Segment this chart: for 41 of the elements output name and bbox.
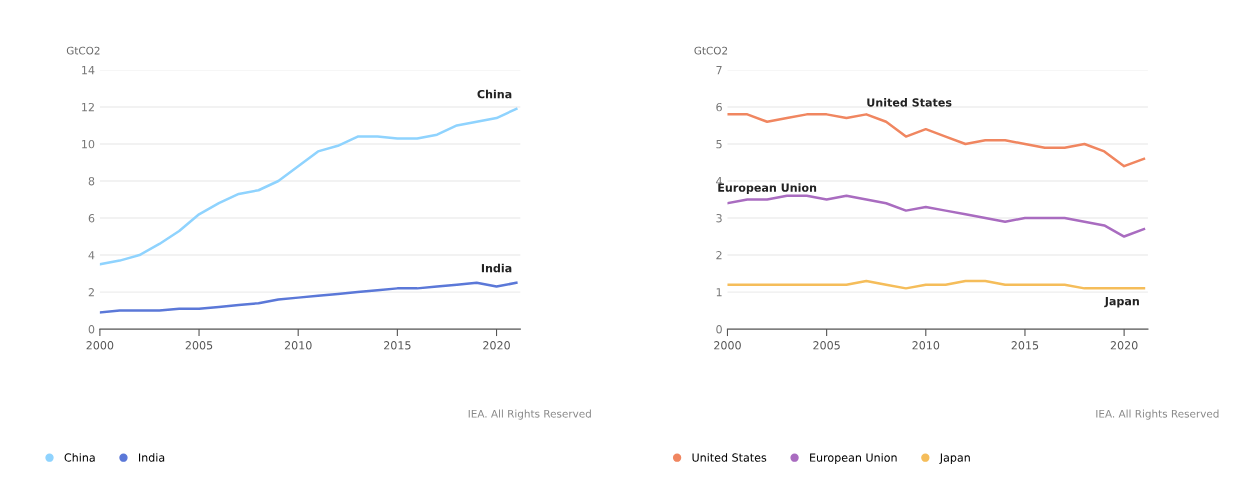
legend-label: European Union — [810, 453, 897, 464]
y-tick-label: 8 — [88, 176, 95, 186]
text: China — [477, 89, 512, 99]
line-series — [727, 113, 1146, 168]
y-tick-label: 2 — [716, 251, 722, 260]
x-tick-label: 2000 — [714, 341, 741, 350]
y-tick-label: 0 — [716, 325, 722, 334]
y-tick-label: 6 — [716, 102, 722, 112]
y-tick-label: 10 — [82, 139, 95, 149]
x-tick-label: 2010 — [284, 341, 312, 350]
y-tick-label: 12 — [82, 102, 94, 112]
y-tick-label: 3 — [716, 214, 722, 223]
y-tick-label: 2 — [88, 288, 94, 297]
y-tick-label: 7 — [716, 66, 722, 75]
x-tick-label: 2015 — [384, 341, 411, 350]
text: IEA. All Rights Reserved — [468, 409, 591, 420]
y-tick-label: 6 — [88, 214, 95, 223]
legend-label: India — [139, 453, 165, 462]
y-tick-label: 1 — [716, 288, 722, 297]
x-tick-label: 2005 — [813, 341, 840, 350]
x-tick-label: 2005 — [185, 341, 213, 350]
x-tick-label: 2000 — [86, 341, 114, 350]
text: IEA. All Rights Reserved — [1096, 409, 1219, 420]
y-tick-label: 5 — [716, 140, 722, 149]
y-tick-label: 0 — [88, 325, 95, 334]
text: United States — [867, 98, 952, 107]
x-tick-label: 2020 — [1110, 341, 1138, 350]
y-axis-title: GtCO2 — [66, 46, 100, 55]
x-tick-label: 2015 — [1011, 341, 1039, 350]
legend-label: United States — [692, 453, 767, 462]
text: Japan — [1104, 297, 1139, 308]
line-series — [99, 281, 518, 314]
legend-label: China — [64, 453, 95, 462]
y-tick-label: 14 — [82, 66, 95, 75]
text: India — [481, 263, 512, 273]
legend-label: Japan — [939, 453, 970, 464]
line-series — [727, 194, 1146, 238]
x-tick-label: 2010 — [912, 341, 940, 350]
x-tick-label: 2020 — [483, 341, 510, 350]
y-tick-label: 4 — [88, 251, 95, 260]
y-axis-title: GtCO2 — [694, 46, 728, 55]
